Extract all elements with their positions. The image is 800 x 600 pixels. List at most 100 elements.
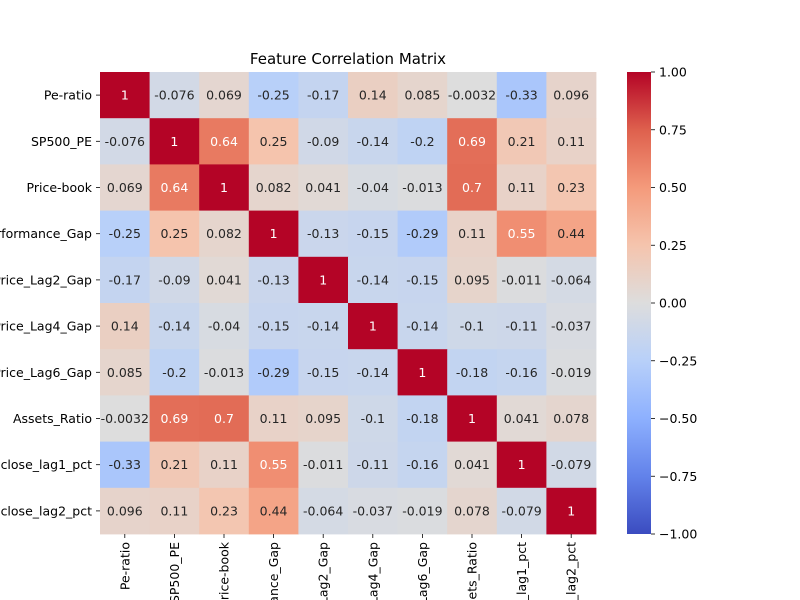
heatmap-cell: [348, 72, 398, 119]
heatmap-cell: [199, 303, 250, 350]
cell-value-label: -0.04: [208, 319, 240, 334]
cell-value-label: -0.14: [357, 272, 389, 287]
colorbar-tick-label: 0.25: [659, 238, 687, 253]
cell-value-label: 0.096: [107, 503, 143, 518]
cell-value-label: -0.1: [460, 319, 484, 334]
heatmap-cell: [248, 118, 299, 165]
cell-value-label: 0.21: [508, 134, 536, 149]
heatmap-cell: [199, 441, 250, 489]
cell-value-label: 0.44: [260, 503, 288, 518]
cell-value-label: 0.082: [206, 226, 242, 241]
heatmap-cell: [348, 256, 398, 304]
cell-value-label: 0.14: [359, 88, 387, 103]
heatmap-cell: [546, 303, 597, 350]
heatmap-cell: [149, 303, 200, 350]
heatmap-cell: [149, 349, 200, 396]
heatmap-cell: [496, 487, 547, 535]
heatmap-cell: [348, 349, 398, 396]
cell-value-label: -0.037: [551, 319, 591, 334]
heatmap-cell: [447, 487, 498, 535]
y-tick-label: Price-book: [27, 180, 93, 195]
heatmap-cell: [447, 395, 498, 442]
heatmap-cell: [298, 256, 349, 304]
cell-value-label: 0.041: [206, 272, 242, 287]
heatmap-cell: [546, 441, 597, 489]
cell-value-label: 0.21: [160, 457, 188, 472]
cell-value-label: 0.041: [305, 180, 341, 195]
heatmap-cell: [298, 487, 349, 535]
cell-value-label: 0.041: [504, 411, 540, 426]
cell-value-label: 0.64: [210, 134, 238, 149]
cell-value-label: 0.096: [553, 88, 589, 103]
cell-value-label: -0.09: [158, 272, 190, 287]
colorbar-tick-label: 0.00: [659, 296, 687, 311]
heatmap-cell: [348, 118, 398, 165]
cell-value-label: 0.11: [458, 226, 486, 241]
cell-value-label: 0.55: [260, 457, 288, 472]
cell-value-label: -0.29: [406, 226, 438, 241]
x-tick-label: Price_Lag4_Gap: [365, 542, 380, 600]
heatmap-cell: [447, 349, 498, 396]
cell-value-label: 0.095: [454, 272, 490, 287]
cell-value-label: -0.2: [410, 134, 434, 149]
cell-value-label: 1: [170, 134, 178, 149]
heatmap-cell: [100, 210, 150, 258]
cell-value-label: 0.11: [557, 134, 585, 149]
cell-value-label: -0.1: [361, 411, 385, 426]
cell-value-label: -0.16: [505, 365, 537, 380]
y-tick-label: close_lag1_pct: [1, 457, 93, 472]
heatmap-cell: [397, 349, 448, 396]
heatmap-cell: [496, 118, 547, 165]
heatmap-cell: [496, 441, 547, 489]
x-tick-label: Pe-ratio: [117, 542, 132, 590]
heatmap-cell: [100, 487, 150, 535]
cell-value-label: 1: [220, 180, 228, 195]
cell-value-label: 1: [418, 365, 426, 380]
cell-value-label: 0.078: [553, 411, 589, 426]
cell-value-label: 0.11: [210, 457, 238, 472]
x-tick-label: close_lag1_pct: [514, 542, 529, 600]
heatmap-cell: [149, 72, 200, 119]
heatmap-cell: [496, 256, 547, 304]
cell-value-label: 0.69: [458, 134, 486, 149]
cell-value-label: -0.17: [109, 272, 141, 287]
cell-value-label: -0.18: [456, 365, 488, 380]
cell-value-label: -0.15: [307, 365, 339, 380]
heatmap-cell: [149, 487, 200, 535]
x-tick-labels: Pe-ratio SP500_PE Price-book Performance_Ga…: [117, 534, 579, 600]
y-tick-label: close_lag2_pct: [1, 503, 93, 518]
heatmap-cell: [298, 118, 349, 165]
cell-value-label: -0.15: [406, 272, 438, 287]
cell-value-label: 0.25: [160, 226, 188, 241]
heatmap-cell: [447, 210, 498, 258]
heatmap-cell: [546, 395, 597, 442]
heatmap-cell: [397, 256, 448, 304]
heatmap-cell: [298, 395, 349, 442]
heatmap-cell: [100, 349, 150, 396]
heatmap-cell: [100, 441, 150, 489]
heatmap-cell: [496, 164, 547, 211]
heatmap-cell: [199, 210, 250, 258]
heatmap-cell: [100, 118, 150, 165]
y-tick-label: Price_Lag2_Gap: [0, 272, 92, 287]
cell-value-label: -0.064: [303, 503, 343, 518]
heatmap-cell: [199, 349, 250, 396]
heatmap-cell: [199, 487, 250, 535]
cell-value-label: 0.44: [557, 226, 585, 241]
chart-title: Feature Correlation Matrix: [250, 50, 446, 68]
colorbar-tick-label: 1.00: [659, 65, 687, 80]
cell-value-label: -0.16: [406, 457, 438, 472]
heatmap-cell: [496, 395, 547, 442]
colorbar-tick-label: −0.75: [659, 469, 697, 484]
x-tick-label: Price-book: [217, 541, 232, 600]
heatmap-cell: [248, 349, 299, 396]
cell-value-label: -0.076: [154, 88, 194, 103]
heatmap-cell: [447, 118, 498, 165]
heatmap-cell: [248, 164, 299, 211]
heatmap-cell: [199, 164, 250, 211]
heatmap-cell: [447, 441, 498, 489]
heatmap-cell: [546, 118, 597, 165]
cell-value-label: 1: [270, 226, 278, 241]
colorbar: 1.00 0.75 0.50 0.25 0.00 −0.25 −0.50 −0.75 −1.00: [627, 65, 697, 542]
